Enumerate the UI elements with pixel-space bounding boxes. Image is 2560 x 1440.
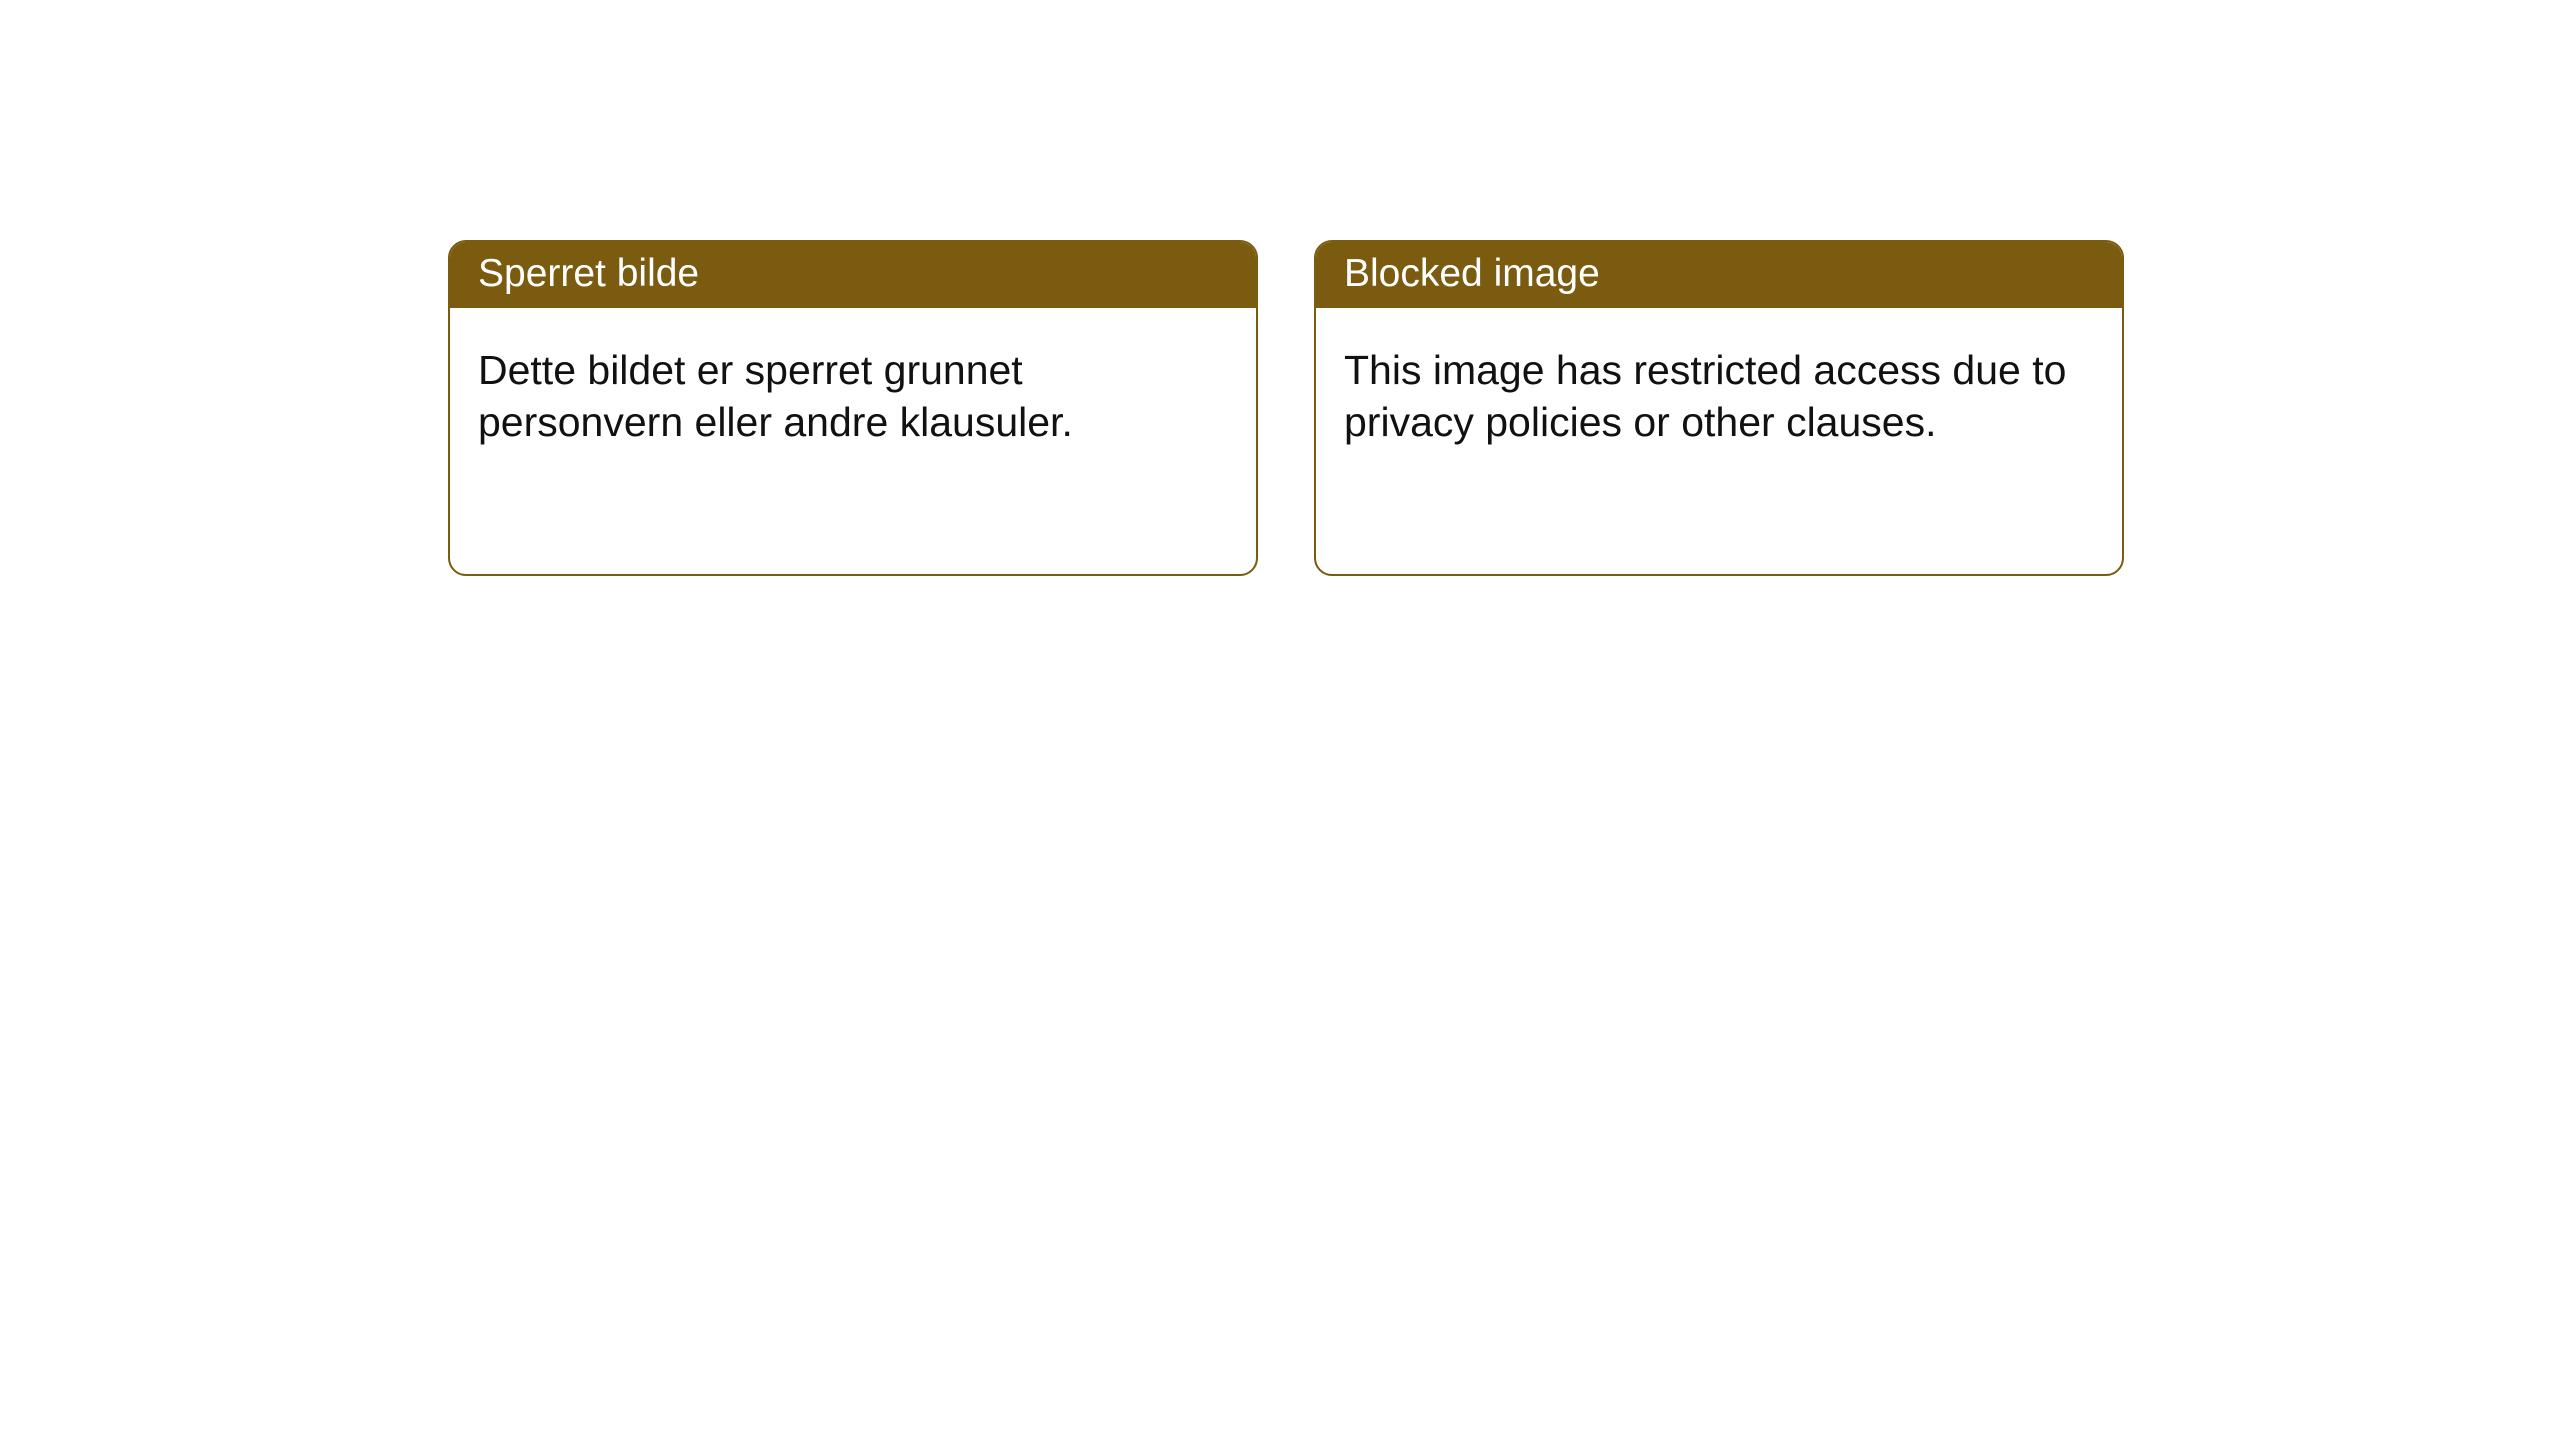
notice-header: Blocked image <box>1316 242 2122 308</box>
blocked-image-notices: Sperret bilde Dette bildet er sperret gr… <box>448 240 2124 576</box>
notice-card-norwegian: Sperret bilde Dette bildet er sperret gr… <box>448 240 1258 576</box>
notice-title: Blocked image <box>1344 252 1600 295</box>
notice-header: Sperret bilde <box>450 242 1256 308</box>
notice-card-english: Blocked image This image has restricted … <box>1314 240 2124 576</box>
notice-body: Dette bildet er sperret grunnet personve… <box>450 308 1256 485</box>
notice-title: Sperret bilde <box>478 252 699 295</box>
notice-body: This image has restricted access due to … <box>1316 308 2122 485</box>
notice-text: This image has restricted access due to … <box>1344 344 2094 449</box>
notice-text: Dette bildet er sperret grunnet personve… <box>478 344 1228 449</box>
